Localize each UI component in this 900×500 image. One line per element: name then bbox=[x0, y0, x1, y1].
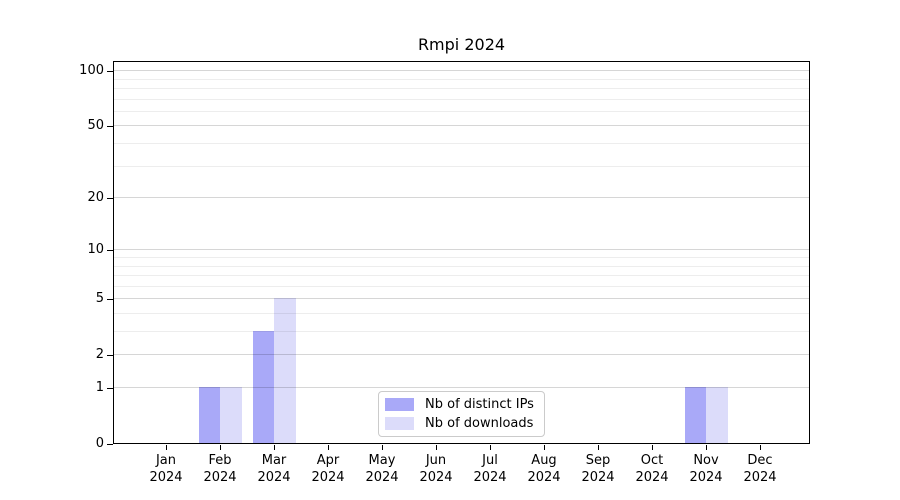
x-tick-month-mar: Mar bbox=[261, 453, 287, 468]
x-tick-mark-sep bbox=[598, 445, 599, 450]
x-tick-month-dec: Dec bbox=[747, 453, 773, 468]
x-tick-mark-mar bbox=[274, 445, 275, 450]
gridline-major-5 bbox=[114, 298, 809, 300]
gridline-major-10 bbox=[114, 249, 809, 251]
gridline-major-100 bbox=[114, 70, 809, 72]
bar-series0-feb bbox=[198, 387, 220, 443]
legend: Nb of distinct IPs Nb of downloads bbox=[378, 391, 545, 437]
x-tick-month-apr: Apr bbox=[316, 453, 340, 468]
x-tick-year-dec: 2024 bbox=[743, 470, 777, 485]
bar-series1-nov bbox=[706, 387, 728, 443]
y-tick-label-1: 1 bbox=[95, 380, 104, 395]
x-tick-month-sep: Sep bbox=[585, 453, 611, 468]
gridline-major-50 bbox=[114, 125, 809, 127]
y-tick-label-20: 20 bbox=[87, 190, 104, 206]
x-tick-month-jul: Jul bbox=[482, 453, 498, 468]
x-tick-label-may: May 2024 bbox=[355, 452, 409, 486]
gridline-major-20 bbox=[114, 197, 809, 199]
x-tick-mark-dec bbox=[760, 445, 761, 450]
bar-series1-mar bbox=[274, 298, 296, 443]
x-tick-year-oct: 2024 bbox=[635, 470, 669, 485]
x-tick-mark-apr bbox=[328, 445, 329, 450]
chart-title: Rmpi 2024 bbox=[417, 35, 506, 54]
x-tick-year-feb: 2024 bbox=[203, 470, 237, 485]
gridline-minor-90 bbox=[114, 78, 809, 80]
x-tick-month-aug: Aug bbox=[531, 453, 557, 468]
bar-series1-feb bbox=[220, 387, 242, 443]
legend-item-0: Nb of distinct IPs bbox=[385, 395, 544, 414]
x-tick-mark-nov bbox=[706, 445, 707, 450]
legend-label: Nb of distinct IPs bbox=[425, 397, 534, 412]
gridline-minor-30 bbox=[114, 165, 809, 167]
x-tick-mark-jul bbox=[490, 445, 491, 450]
gridline-minor-3 bbox=[114, 331, 809, 333]
x-tick-year-jul: 2024 bbox=[473, 470, 507, 485]
gridline-minor-9 bbox=[114, 257, 809, 258]
x-tick-year-apr: 2024 bbox=[311, 470, 345, 485]
x-tick-mark-jun bbox=[436, 445, 437, 450]
gridline-minor-60 bbox=[114, 110, 809, 112]
x-tick-mark-aug bbox=[544, 445, 545, 450]
x-tick-year-aug: 2024 bbox=[527, 470, 561, 485]
y-tick-label-100: 100 bbox=[79, 63, 104, 79]
gridline-major-1 bbox=[114, 387, 809, 389]
gridline-minor-40 bbox=[114, 143, 809, 145]
y-tick-label-0: 0 bbox=[95, 436, 104, 451]
bar-series0-nov bbox=[684, 387, 706, 443]
y-tick-label-2: 2 bbox=[95, 347, 104, 363]
x-tick-year-jun: 2024 bbox=[419, 470, 453, 485]
gridline-minor-8 bbox=[114, 265, 809, 267]
x-tick-label-jan: Jan 2024 bbox=[139, 452, 193, 486]
x-tick-year-jan: 2024 bbox=[149, 470, 183, 485]
x-tick-label-jul: Jul 2024 bbox=[463, 452, 517, 486]
x-tick-month-jun: Jun bbox=[425, 453, 447, 468]
x-tick-month-oct: Oct bbox=[640, 453, 664, 468]
x-tick-month-jan: Jan bbox=[155, 453, 177, 468]
y-tick-mark-0 bbox=[107, 444, 113, 445]
gridline-major-2 bbox=[114, 354, 809, 356]
x-tick-month-feb: Feb bbox=[208, 453, 232, 468]
x-tick-label-nov: Nov 2024 bbox=[679, 452, 733, 486]
gridline-minor-4 bbox=[114, 313, 809, 314]
gridline-minor-80 bbox=[114, 88, 809, 90]
x-tick-label-oct: Oct 2024 bbox=[625, 452, 679, 486]
x-tick-year-sep: 2024 bbox=[581, 470, 615, 485]
gridline-minor-70 bbox=[114, 98, 809, 100]
x-tick-mark-may bbox=[382, 445, 383, 450]
y-tick-label-5: 5 bbox=[95, 291, 104, 307]
gridline-minor-7 bbox=[114, 275, 809, 277]
x-tick-month-may: May bbox=[368, 453, 396, 468]
bar-series0-mar bbox=[252, 331, 274, 443]
x-tick-year-mar: 2024 bbox=[257, 470, 291, 485]
x-tick-label-jun: Jun 2024 bbox=[409, 452, 463, 486]
plot-area bbox=[113, 61, 810, 444]
x-tick-label-mar: Mar 2024 bbox=[247, 452, 301, 486]
x-tick-label-apr: Apr 2024 bbox=[301, 452, 355, 486]
x-tick-mark-oct bbox=[652, 445, 653, 450]
legend-label: Nb of downloads bbox=[425, 416, 534, 431]
legend-swatch-icon bbox=[385, 417, 414, 430]
x-tick-year-nov: 2024 bbox=[689, 470, 723, 485]
legend-swatch-icon bbox=[385, 398, 414, 411]
x-tick-label-sep: Sep 2024 bbox=[571, 452, 625, 486]
x-tick-label-feb: Feb 2024 bbox=[193, 452, 247, 486]
legend-item-1: Nb of downloads bbox=[385, 414, 544, 433]
y-tick-label-50: 50 bbox=[87, 118, 104, 134]
x-tick-label-dec: Dec 2024 bbox=[733, 452, 787, 486]
x-tick-mark-feb bbox=[220, 445, 221, 450]
gridline-minor-6 bbox=[114, 285, 809, 287]
x-tick-label-aug: Aug 2024 bbox=[517, 452, 571, 486]
x-tick-mark-jan bbox=[166, 445, 167, 450]
x-tick-year-may: 2024 bbox=[365, 470, 399, 485]
x-tick-month-nov: Nov bbox=[693, 453, 719, 468]
y-tick-label-10: 10 bbox=[87, 242, 104, 258]
